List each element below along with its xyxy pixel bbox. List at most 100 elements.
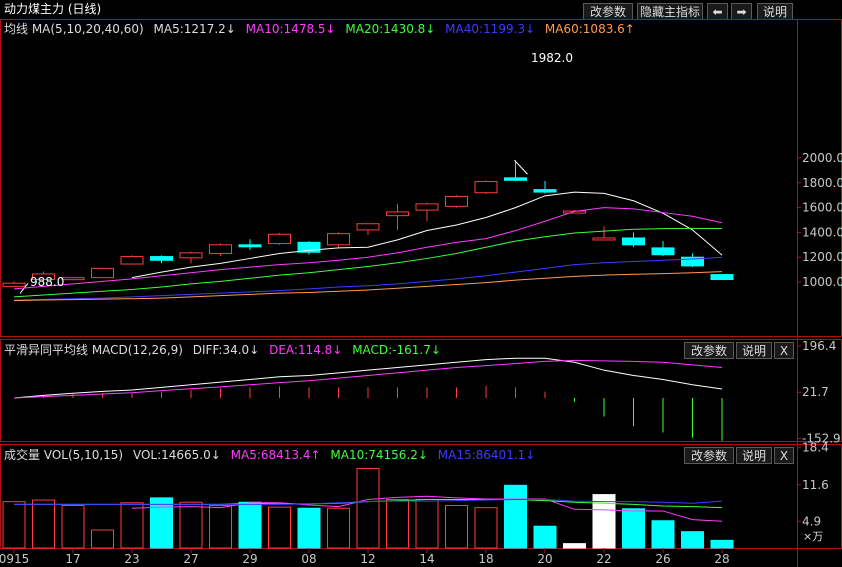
volume-bar	[209, 504, 232, 549]
candle-body	[504, 177, 527, 181]
macd-dea-value: DEA:114.8↓	[269, 343, 343, 357]
candle-body	[474, 181, 498, 194]
high-price-label: 1982.0	[531, 51, 573, 65]
x-tick-label: 08	[301, 552, 316, 566]
volume-bar	[474, 507, 498, 549]
volume-ma15-line	[14, 498, 723, 505]
volume-bar	[120, 502, 144, 549]
volume-params-button[interactable]: 改参数	[684, 447, 734, 464]
candle-body	[120, 256, 144, 265]
macd-legend-label: 平滑异同平均线 MACD(12,26,9)	[4, 343, 183, 357]
ma20-value: MA20:1430.8↓	[345, 22, 436, 36]
volume-bar	[91, 529, 114, 549]
volume-bar	[150, 497, 173, 549]
volume-help-button[interactable]: 说明	[736, 447, 772, 464]
candle-body	[445, 195, 468, 207]
main-y-tick-label: 1200.0	[802, 250, 842, 264]
macd-params-button[interactable]: 改参数	[684, 342, 734, 359]
candle-body	[327, 233, 350, 246]
x-tick-label: 20	[537, 552, 552, 566]
x-tick-label: 0915	[0, 552, 29, 566]
volume-bar	[268, 506, 291, 549]
macd-help-button[interactable]: 说明	[736, 342, 772, 359]
main-y-tick-label: 1000.0	[802, 275, 842, 289]
candle-body	[32, 273, 55, 281]
x-tick-label: 22	[596, 552, 611, 566]
candle-body	[681, 256, 704, 267]
low-price-label: 988.0	[30, 275, 64, 289]
ma40-value: MA40:1199.3↓	[445, 22, 536, 36]
candle-body	[179, 252, 203, 259]
volume-bar	[445, 504, 468, 549]
ma60-value: MA60:1083.6↑	[544, 22, 635, 36]
ma-legend-label: 均线 MA(5,10,20,40,60)	[4, 22, 144, 36]
volume-bar	[563, 543, 586, 549]
volume-bar	[651, 520, 675, 549]
volume-ma5-line	[131, 495, 723, 522]
volume-legend: 成交量 VOL(5,10,15) VOL:14665.0↓ MA5:68413.…	[4, 446, 535, 464]
ma10-line	[13, 207, 723, 290]
candle-body	[238, 244, 262, 248]
candle-body	[297, 241, 321, 253]
volume-bar	[710, 539, 734, 549]
ma-legend: 均线 MA(5,10,20,40,60) MA5:1217.2↓ MA10:14…	[4, 20, 635, 38]
ma40-line	[13, 256, 723, 301]
x-tick-label: 28	[714, 552, 729, 566]
volume-y-tick-label: 4.9	[802, 514, 821, 528]
candle-body	[268, 233, 291, 245]
candle-body	[592, 237, 616, 241]
volume-bar	[622, 508, 645, 549]
x-tick-label: 17	[65, 552, 80, 566]
volume-y-tick-label: 18.4	[802, 441, 829, 455]
ma10-value: MA10:1478.5↓	[245, 22, 336, 36]
main-y-tick-label: 2000.0	[802, 151, 842, 165]
volume-bar	[2, 501, 26, 549]
volume-bar	[504, 484, 527, 549]
candle-body	[150, 256, 173, 261]
ma60-line	[13, 271, 723, 302]
x-tick-label: 12	[360, 552, 375, 566]
volume-bar	[179, 501, 203, 549]
volume-ma15-value: MA15:86401.1↓	[437, 448, 536, 462]
main-y-tick-label: 1400.0	[802, 225, 842, 239]
x-tick-label: 29	[242, 552, 257, 566]
volume-ma10-value: MA10:74156.2↓	[330, 448, 428, 462]
x-tick-label: 26	[655, 552, 670, 566]
candle-body	[710, 274, 734, 281]
high-marker	[514, 159, 528, 175]
candle-body	[415, 203, 439, 211]
chart-title: 动力煤主力 (日线)	[4, 2, 102, 16]
macd-diff-value: DIFF:34.0↓	[192, 343, 260, 357]
ma5-value: MA5:1217.2↓	[153, 22, 236, 36]
candle-body	[2, 282, 26, 287]
volume-bar	[356, 467, 380, 549]
main-panel-frame	[0, 19, 842, 337]
volume-bar	[533, 525, 557, 549]
low-marker	[19, 283, 29, 294]
volume-y-tick-label: 11.6	[802, 478, 829, 492]
volume-close-button[interactable]: X	[774, 447, 794, 464]
macd-dea-line	[13, 359, 723, 399]
macd-close-button[interactable]: X	[774, 342, 794, 359]
volume-bar	[297, 507, 321, 549]
macd-y-tick-label: 196.4	[802, 339, 836, 353]
candle-body	[386, 211, 409, 217]
ma20-line	[13, 227, 723, 298]
macd-legend: 平滑异同平均线 MACD(12,26,9) DIFF:34.0↓ DEA:114…	[4, 341, 441, 359]
volume-bar	[61, 504, 85, 549]
volume-bar	[386, 498, 409, 549]
candle-body	[61, 277, 85, 281]
main-y-tick-label: 1800.0	[802, 176, 842, 190]
macd-diff-line	[13, 357, 723, 399]
candle-body	[533, 189, 557, 193]
candle-body	[209, 244, 232, 254]
volume-value: VOL:14665.0↓	[132, 448, 221, 462]
macd-y-tick-label: 21.7	[802, 385, 829, 399]
macd-y-tick-label: -152.9	[802, 432, 841, 446]
volume-bar	[327, 507, 350, 549]
main-y-tick-label: 1600.0	[802, 201, 842, 215]
candle-body	[91, 267, 114, 279]
x-tick-label: 18	[478, 552, 493, 566]
x-tick-label: 14	[419, 552, 434, 566]
